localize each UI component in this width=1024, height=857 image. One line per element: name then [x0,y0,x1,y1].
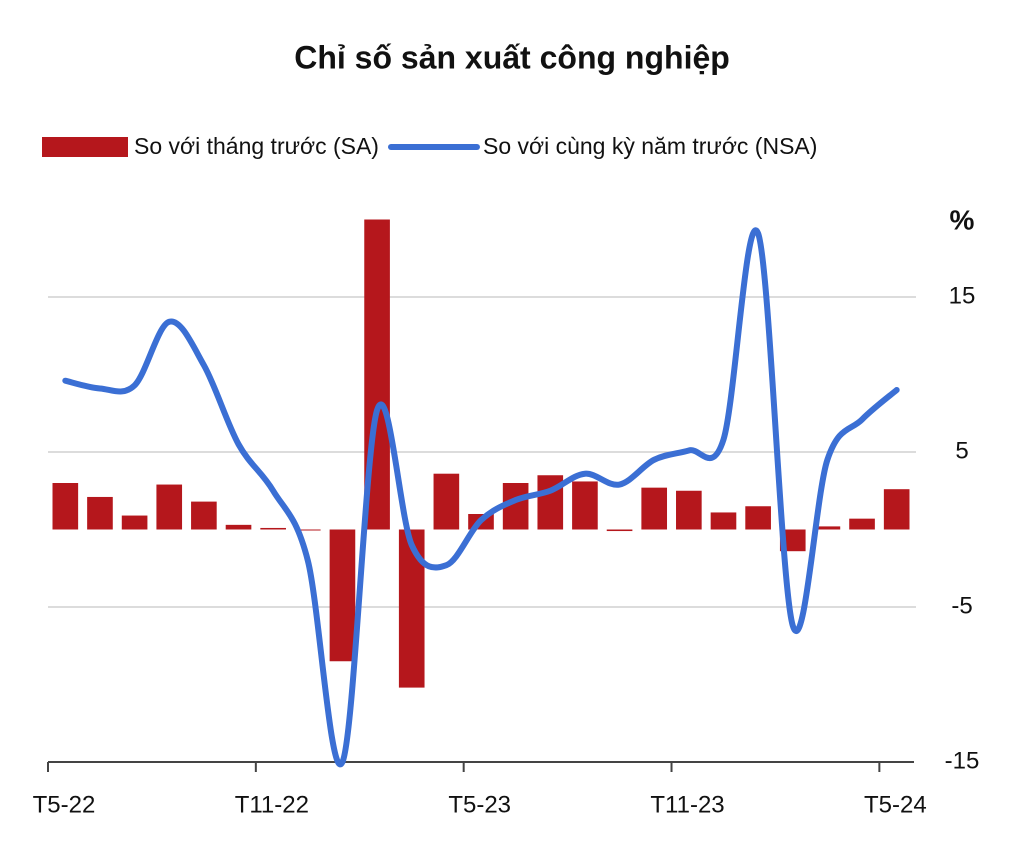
legend-swatch [42,137,128,157]
y-tick-label: 5 [955,437,968,464]
bar [745,506,771,530]
bar [225,524,252,530]
x-tick-label: T5-22 [33,791,96,818]
bar [329,529,356,662]
y-tick-label: -5 [951,592,972,619]
legend-label: So với tháng trước (SA) [134,133,379,159]
bar [87,496,113,530]
bar [710,512,737,530]
bar [121,515,148,530]
x-tick-label: T5-23 [448,791,511,818]
x-tick-label: T11-22 [235,791,309,818]
bar [676,490,702,530]
bar [156,484,183,530]
chart-title: Chỉ số sản xuất công nghiệp [294,39,730,75]
bar [398,529,425,688]
bar [433,473,460,530]
bar [641,487,668,530]
bar [260,527,286,530]
bar [606,529,633,532]
x-tick-label: T5-24 [864,791,927,818]
bar [52,483,79,530]
bar [191,501,217,530]
bar [849,518,875,530]
line [62,227,900,768]
y-tick-label: -15 [945,747,980,774]
legend-label: So với cùng kỳ năm trước (NSA) [483,133,817,159]
bar [814,526,841,530]
bar [572,481,598,530]
y-tick-label: 15 [949,282,976,309]
x-tick-label: T11-23 [650,791,724,818]
bar [294,529,321,531]
bar [883,489,910,530]
unit-label: % [950,204,975,235]
